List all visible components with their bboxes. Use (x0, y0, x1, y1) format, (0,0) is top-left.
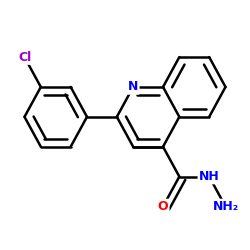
Text: O: O (158, 200, 168, 213)
Text: NH: NH (199, 170, 220, 183)
Text: Cl: Cl (18, 50, 31, 64)
Text: N: N (128, 80, 138, 94)
Text: NH₂: NH₂ (212, 200, 238, 213)
